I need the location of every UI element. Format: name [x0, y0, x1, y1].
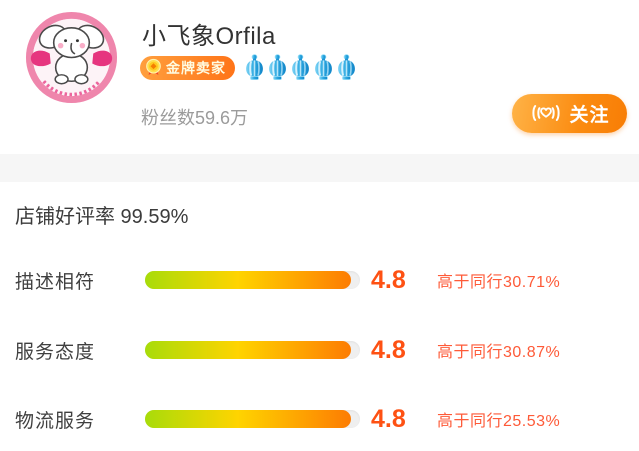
flying-elephant-logo — [25, 11, 118, 104]
rating-label: 服务态度 — [15, 341, 96, 363]
rating-bar-fill — [145, 341, 352, 359]
shop-name: 小飞象Orfila — [142, 23, 276, 50]
shop-avatar[interactable] — [24, 10, 119, 105]
follow-button-label: 关注 — [569, 105, 610, 126]
gold-seller-badge: 金牌卖家 — [140, 56, 235, 80]
rating-bar-track — [145, 341, 360, 359]
rating-bar-track — [145, 271, 360, 289]
blue-crown-icon — [269, 54, 286, 80]
rating-bar-fill — [145, 271, 352, 289]
blue-crown-icon — [292, 54, 309, 80]
blue-crown-icon — [246, 54, 263, 80]
seller-rank-crowns — [244, 54, 357, 82]
rating-bar-fill — [145, 410, 352, 428]
gold-medal-icon — [146, 58, 161, 75]
rating-score: 4.8 — [371, 265, 406, 294]
blue-crown-icon — [338, 54, 355, 80]
rating-compare: 高于同行30.71% — [437, 274, 561, 291]
follow-button[interactable]: 关注 — [512, 94, 627, 133]
gold-seller-badge-label: 金牌卖家 — [166, 60, 226, 76]
rating-score: 4.8 — [371, 335, 406, 364]
rating-score: 4.8 — [371, 404, 406, 433]
fans-count: 粉丝数59.6万 — [141, 108, 249, 128]
rating-compare: 高于同行25.53% — [437, 413, 561, 430]
badge-row: 金牌卖家 — [140, 54, 357, 82]
rating-bar-track — [145, 410, 360, 428]
shop-rating-title: 店铺好评率 99.59% — [15, 206, 189, 228]
rating-row-description: 描述相符 4.8 高于同行30.71% — [0, 262, 639, 298]
rating-label: 描述相符 — [15, 271, 96, 293]
rating-label: 物流服务 — [15, 410, 96, 432]
rating-row-service: 服务态度 4.8 高于同行30.87% — [0, 332, 639, 368]
rating-compare: 高于同行30.87% — [437, 344, 561, 361]
blue-crown-icon — [315, 54, 332, 80]
section-divider — [0, 154, 639, 182]
heart-signal-icon — [532, 105, 561, 121]
rating-row-logistics: 物流服务 4.8 高于同行25.53% — [0, 401, 639, 437]
